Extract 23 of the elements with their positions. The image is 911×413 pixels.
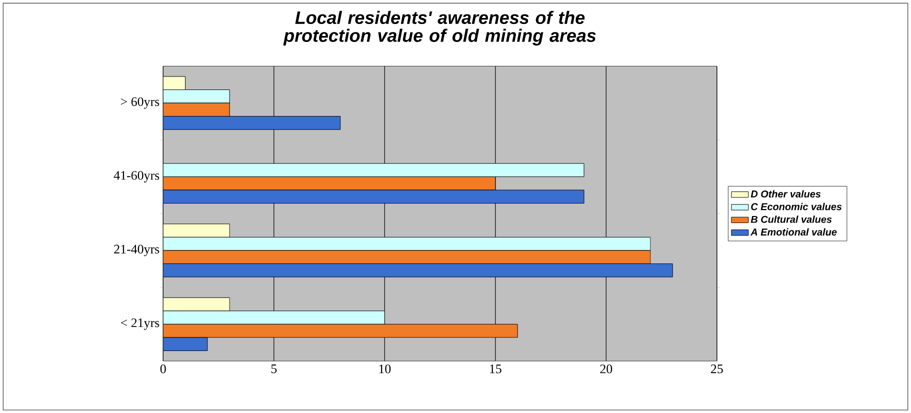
x-tick-label: 10 xyxy=(379,364,391,374)
bar xyxy=(163,337,208,351)
bar xyxy=(163,190,584,204)
y-tick-label: 41-60yrs xyxy=(114,170,160,182)
bar xyxy=(163,263,673,278)
y-tick-label: 21-40yrs xyxy=(114,244,160,256)
x-tick-label: 20 xyxy=(600,364,612,374)
y-tick-label: < 21yrs xyxy=(120,318,160,330)
bar xyxy=(163,102,230,116)
legend-label: C Economic values xyxy=(751,202,842,210)
bar xyxy=(163,250,651,264)
bar xyxy=(163,324,518,338)
legend-label: D Other values xyxy=(750,190,821,198)
legend-label: B Cultural values xyxy=(750,215,832,223)
x-tick-label: 5 xyxy=(271,364,277,374)
bar xyxy=(163,176,496,190)
x-tick-label: 0 xyxy=(160,364,166,374)
legend-label: A Emotional value xyxy=(750,228,837,236)
chart-title: Local residents' awareness of the protection value of old mining areas xyxy=(283,10,596,46)
bar xyxy=(163,116,341,130)
x-tick-label: 15 xyxy=(490,364,502,374)
y-tick-label: > 60yrs xyxy=(120,97,160,109)
x-tick-label: 25 xyxy=(710,364,723,374)
